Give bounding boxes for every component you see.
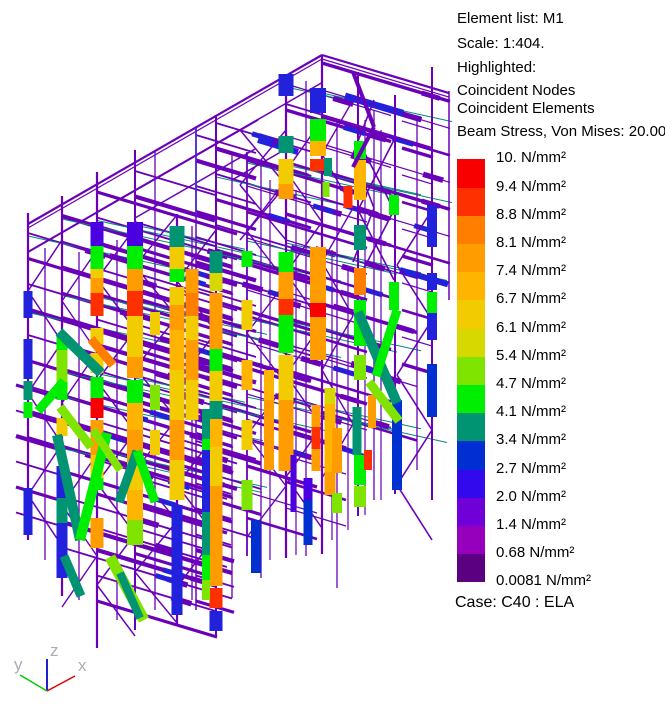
svg-text:z: z (50, 641, 59, 660)
svg-text:y: y (14, 655, 23, 674)
svg-text:x: x (78, 656, 87, 675)
